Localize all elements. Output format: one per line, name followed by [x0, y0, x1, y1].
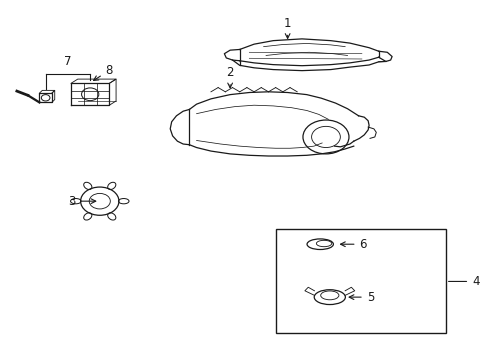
Text: 7: 7 [64, 55, 72, 68]
Text: 4: 4 [447, 275, 479, 288]
Text: 8: 8 [93, 64, 113, 81]
Text: 5: 5 [348, 291, 373, 303]
Text: 3: 3 [68, 195, 96, 208]
Text: 1: 1 [284, 17, 291, 39]
Bar [275, 229, 445, 333]
Text: 2: 2 [226, 66, 233, 88]
Text: 6: 6 [340, 238, 366, 251]
